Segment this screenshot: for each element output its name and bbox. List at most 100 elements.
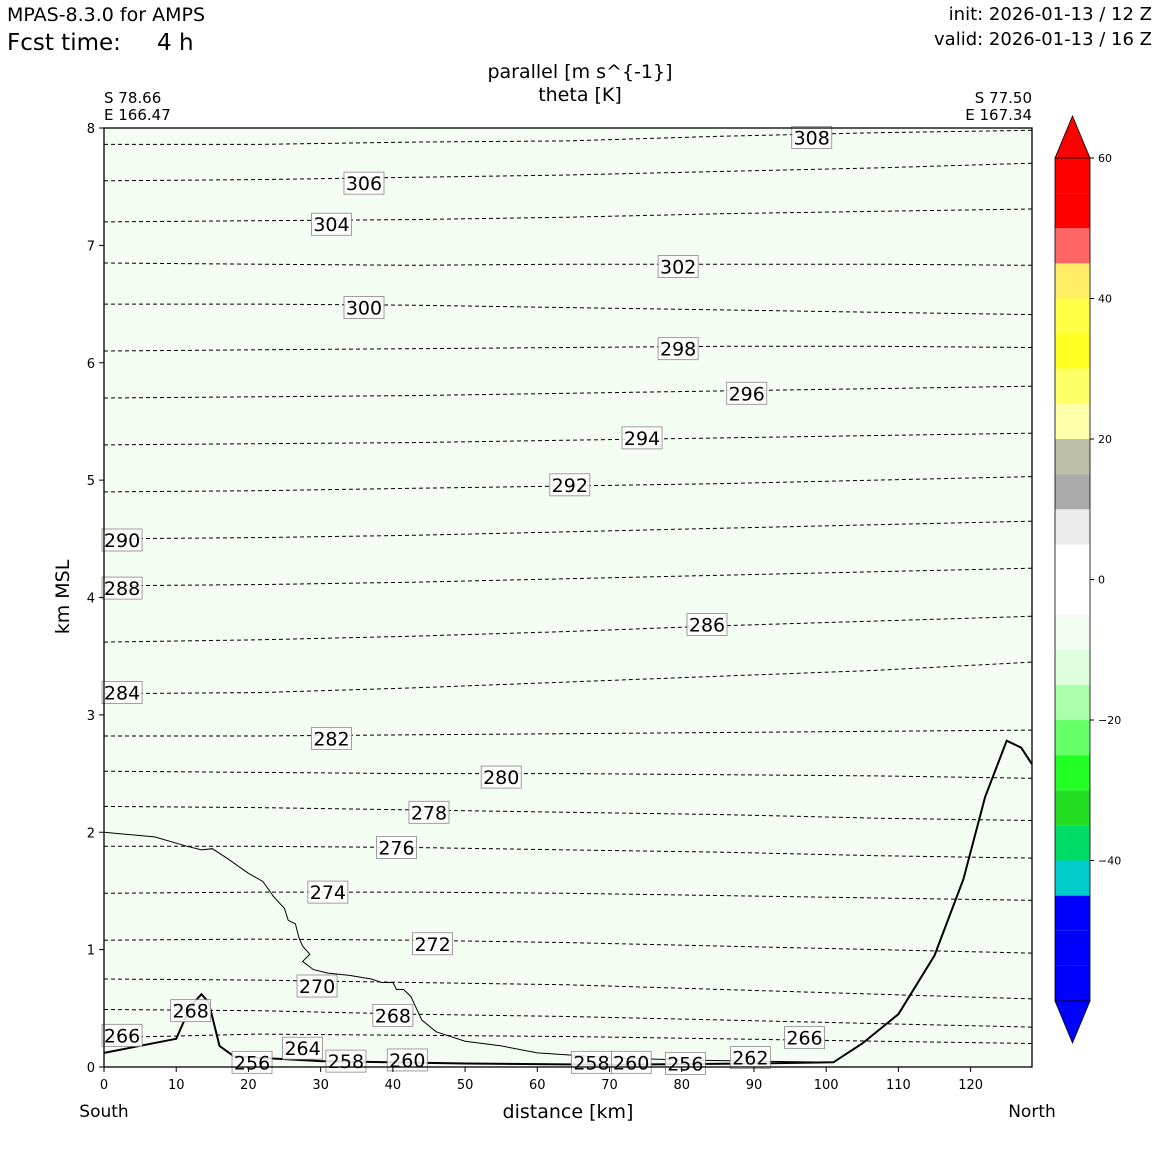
theta-contour-286 bbox=[103, 615, 1033, 643]
x-tick-label: 0 bbox=[100, 1078, 108, 1093]
chart-title: parallel [m s^{-1}] bbox=[487, 61, 672, 83]
init-time: init: 2026-01-13 / 12 Z bbox=[948, 4, 1152, 25]
theta-contour-288 bbox=[103, 567, 1033, 587]
colorbar-segment bbox=[1055, 298, 1090, 334]
colorbar-segment bbox=[1055, 333, 1090, 369]
y-tick-label: 7 bbox=[87, 239, 95, 254]
theta-contours bbox=[103, 129, 1033, 1044]
theta-contour-302 bbox=[103, 262, 1033, 266]
theta-label-box bbox=[101, 528, 143, 552]
theta-label-box bbox=[101, 681, 143, 704]
colorbar-segment bbox=[1055, 614, 1090, 650]
y-axis-ticks: 0 1 2 3 4 5 6 7 8 bbox=[87, 122, 104, 1076]
theta-label-box bbox=[101, 576, 143, 600]
colorbar-segment bbox=[1055, 439, 1090, 475]
x-tick-label: 10 bbox=[168, 1078, 185, 1093]
theta-label-284: 284 bbox=[104, 683, 140, 705]
theta-label-268: 268 bbox=[173, 1001, 209, 1023]
theta-label-296: 296 bbox=[729, 383, 765, 405]
colorbar-segment bbox=[1055, 895, 1090, 931]
colorbar-segment bbox=[1055, 228, 1090, 264]
y-tick-label: 3 bbox=[87, 709, 95, 724]
theta-label-266: 266 bbox=[104, 1025, 140, 1047]
theta-label-286: 286 bbox=[689, 614, 725, 636]
y-tick-label: 8 bbox=[87, 122, 95, 137]
theta-label-box bbox=[101, 1023, 143, 1047]
theta-label-274: 274 bbox=[310, 882, 346, 904]
theta-label-box bbox=[311, 212, 352, 236]
theta-label-box bbox=[621, 426, 663, 450]
theta-label-box bbox=[376, 836, 417, 859]
theta-contour-266 bbox=[103, 1033, 1033, 1044]
theta-contour-308 bbox=[104, 129, 1033, 145]
theta-label-box bbox=[549, 473, 591, 497]
colorbar-tick-label: 0 bbox=[1098, 574, 1105, 587]
theta-label-box bbox=[791, 125, 833, 149]
y-tick-label: 0 bbox=[87, 1061, 95, 1076]
theta-label-box bbox=[311, 726, 352, 750]
theta-label-266: 266 bbox=[786, 1028, 822, 1050]
theta-contour-284 bbox=[103, 661, 1033, 695]
theta-label-260: 260 bbox=[613, 1052, 649, 1074]
theta-label-box bbox=[729, 1046, 771, 1070]
x-tick-label: 120 bbox=[958, 1078, 983, 1093]
right-longitude: E 167.34 bbox=[965, 106, 1032, 124]
theta-label-298: 298 bbox=[660, 339, 696, 361]
theta-label-262: 262 bbox=[732, 1048, 768, 1070]
x-tick-label: 60 bbox=[529, 1078, 546, 1093]
theta-label-258: 258 bbox=[573, 1052, 609, 1074]
x-tick-label: 20 bbox=[240, 1078, 257, 1093]
x-tick-label: 90 bbox=[746, 1078, 763, 1093]
colorbar-segment bbox=[1055, 474, 1090, 510]
valid-time: valid: 2026-01-13 / 16 Z bbox=[934, 29, 1152, 50]
x-tick-label: 50 bbox=[457, 1078, 474, 1093]
y-tick-label: 2 bbox=[87, 826, 95, 841]
theta-contour-labels: 308 306 304 302 300 298 296 294 292 290 288 286 284 2… bbox=[101, 125, 833, 1075]
y-tick-label: 1 bbox=[87, 944, 95, 959]
theta-label-box bbox=[408, 800, 450, 824]
colorbar-segment bbox=[1055, 158, 1090, 194]
south-direction-label: South bbox=[79, 1102, 128, 1122]
x-tick-label: 100 bbox=[814, 1078, 839, 1093]
left-longitude: E 166.47 bbox=[104, 106, 171, 124]
theta-contour-298 bbox=[103, 345, 1033, 352]
theta-contour-304 bbox=[103, 208, 1033, 223]
x-tick-label: 80 bbox=[673, 1078, 690, 1093]
theta-label-294: 294 bbox=[624, 428, 660, 450]
theta-label-box bbox=[343, 171, 385, 195]
theta-label-260: 260 bbox=[389, 1050, 425, 1072]
theta-label-288: 288 bbox=[104, 578, 140, 600]
theta-label-box bbox=[282, 1036, 323, 1060]
theta-label-box bbox=[657, 255, 699, 278]
theta-label-box bbox=[296, 974, 338, 998]
theta-label-box bbox=[343, 296, 385, 319]
y-axis-label: km MSL bbox=[52, 559, 74, 634]
theta-label-box bbox=[170, 999, 212, 1023]
zero-wind-contour bbox=[103, 831, 834, 1063]
theta-label-box bbox=[784, 1026, 825, 1050]
theta-label-264: 264 bbox=[284, 1038, 320, 1060]
colorbar-tick-label: −40 bbox=[1098, 855, 1121, 868]
theta-label-258: 258 bbox=[328, 1051, 364, 1073]
colorbar-segment bbox=[1055, 368, 1090, 404]
theta-label-280: 280 bbox=[483, 767, 519, 789]
x-axis-ticks: 0 10 20 30 40 50 60 70 80 90 100 110 120 bbox=[100, 1067, 983, 1093]
colorbar-tick-label: 40 bbox=[1098, 293, 1112, 306]
colorbar-segment bbox=[1055, 263, 1090, 299]
theta-contour-272 bbox=[103, 938, 1033, 954]
theta-label-box bbox=[372, 1003, 414, 1027]
x-axis-label: distance [km] bbox=[503, 1101, 634, 1123]
theta-label-308: 308 bbox=[794, 127, 830, 149]
theta-contour-274 bbox=[103, 891, 1033, 901]
colorbar-segment bbox=[1055, 544, 1090, 580]
theta-contour-278 bbox=[103, 805, 1033, 821]
colorbar-under-arrow bbox=[1054, 1000, 1091, 1045]
theta-label-282: 282 bbox=[313, 728, 349, 750]
theta-contour-280 bbox=[103, 770, 1033, 779]
theta-label-box bbox=[657, 337, 699, 361]
theta-label-306: 306 bbox=[346, 173, 382, 195]
theta-label-290: 290 bbox=[104, 530, 140, 552]
theta-label-272: 272 bbox=[414, 934, 450, 956]
x-tick-label: 70 bbox=[601, 1078, 618, 1093]
